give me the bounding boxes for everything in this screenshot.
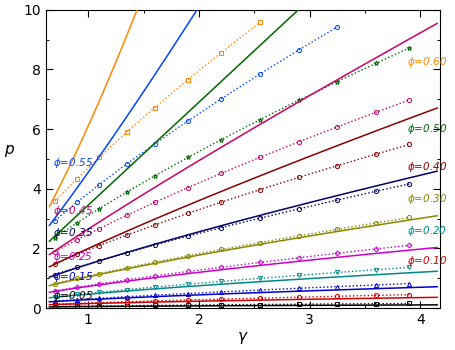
X-axis label: $\gamma$: $\gamma$ xyxy=(238,330,249,346)
Text: $\phi$=0.10: $\phi$=0.10 xyxy=(407,254,447,268)
Text: $\phi$=0.45: $\phi$=0.45 xyxy=(53,204,93,218)
Text: $\phi$=0.20: $\phi$=0.20 xyxy=(407,224,447,238)
Text: $\phi$=0.35: $\phi$=0.35 xyxy=(53,226,93,240)
Text: $\phi$=0.30: $\phi$=0.30 xyxy=(407,192,447,206)
Text: $\phi$=0.60: $\phi$=0.60 xyxy=(407,55,447,69)
Text: $\phi$=0.40: $\phi$=0.40 xyxy=(407,160,447,174)
Y-axis label: $p$: $p$ xyxy=(4,143,15,159)
Text: $\phi$=0.05: $\phi$=0.05 xyxy=(53,289,93,303)
Text: $\phi$=0.15: $\phi$=0.15 xyxy=(53,270,93,284)
Text: $\phi$=0.55: $\phi$=0.55 xyxy=(53,156,93,170)
Text: $\phi$=0.50: $\phi$=0.50 xyxy=(407,122,447,136)
Text: $\phi$=0.25: $\phi$=0.25 xyxy=(53,250,92,264)
